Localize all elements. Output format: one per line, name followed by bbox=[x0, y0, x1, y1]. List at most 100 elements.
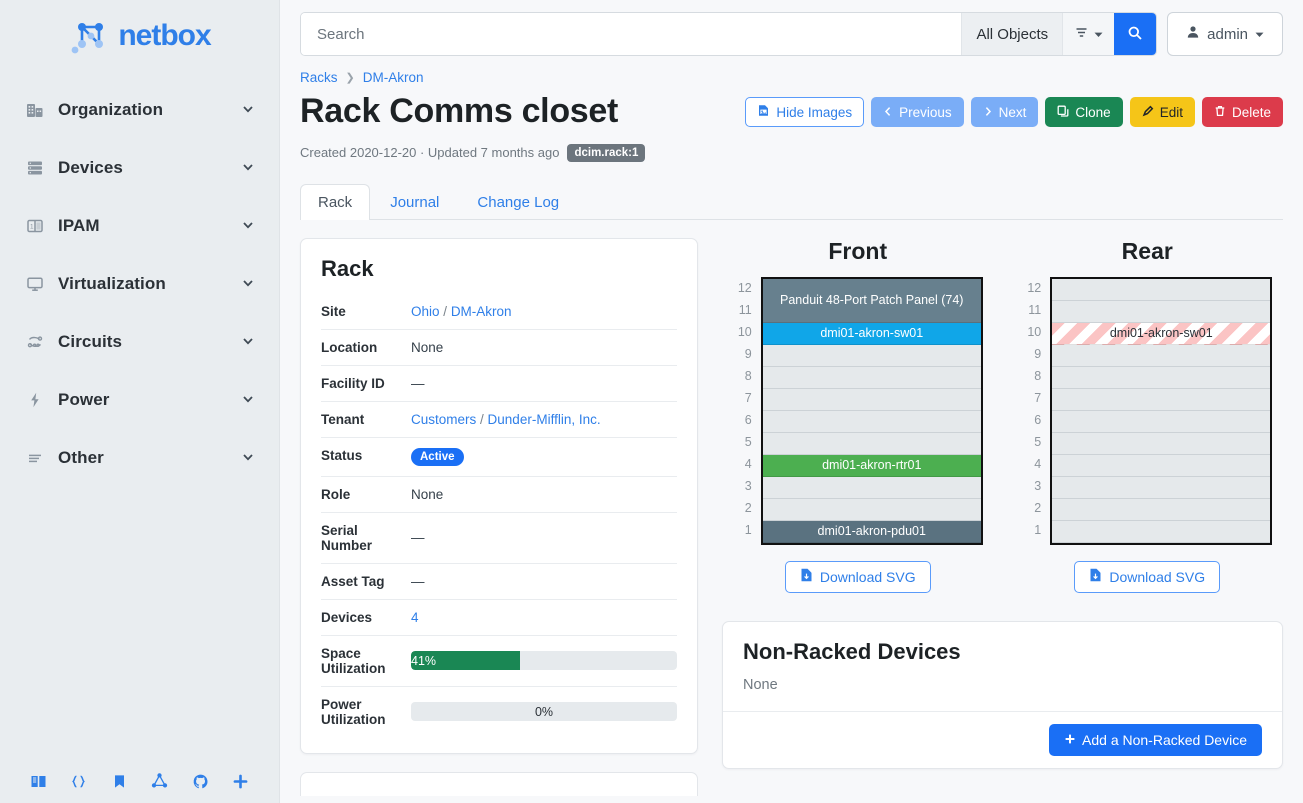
rack-unit-slot[interactable] bbox=[1052, 476, 1271, 499]
code-braces-icon[interactable] bbox=[70, 773, 87, 790]
unit-label: 7 bbox=[1034, 390, 1042, 405]
rack-unit-slot[interactable] bbox=[1052, 344, 1271, 367]
sidebar-item-circuits[interactable]: Circuits bbox=[14, 320, 265, 364]
slack-icon[interactable] bbox=[232, 773, 249, 790]
tab-rack[interactable]: Rack bbox=[300, 183, 371, 220]
table-row: Asset Tag — bbox=[321, 562, 677, 600]
site-link[interactable]: DM-Akron bbox=[450, 303, 512, 319]
sidebar-item-label: Organization bbox=[58, 100, 164, 119]
site-region-link[interactable]: Ohio bbox=[411, 303, 440, 319]
rack-unit-slot[interactable] bbox=[1052, 366, 1271, 389]
tab-journal[interactable]: Journal bbox=[390, 193, 440, 211]
rack-unit-slot[interactable] bbox=[1052, 300, 1271, 323]
space-utilization-bar: 41% bbox=[411, 651, 677, 671]
github-icon[interactable] bbox=[192, 773, 209, 790]
progress-fill bbox=[411, 651, 521, 671]
rack-device[interactable]: dmi01-akron-pdu01 bbox=[762, 520, 981, 543]
download-svg-front-button[interactable]: Download SVG bbox=[784, 560, 931, 593]
chevron-right-icon bbox=[983, 105, 993, 120]
hide-images-button[interactable]: Hide Images bbox=[745, 97, 865, 127]
row-label: Site bbox=[321, 303, 346, 319]
rack-unit-slot[interactable] bbox=[1052, 432, 1271, 455]
unit-label: 8 bbox=[1034, 368, 1042, 383]
add-non-racked-device-button[interactable]: Add a Non-Racked Device bbox=[1049, 723, 1262, 756]
rack-unit-slot[interactable] bbox=[762, 366, 981, 389]
breadcrumb-current[interactable]: DM-Akron bbox=[362, 70, 424, 85]
rack-unit-slot[interactable] bbox=[1052, 454, 1271, 477]
button-label: Next bbox=[998, 104, 1027, 120]
download-svg-rear-button[interactable]: Download SVG bbox=[1074, 560, 1221, 593]
rack-unit-slot[interactable] bbox=[1052, 278, 1271, 301]
sidebar-nav: Organization Devices bbox=[0, 88, 279, 494]
bookmark-icon[interactable] bbox=[111, 773, 128, 790]
main-area: All Objects bbox=[280, 0, 1303, 803]
rack-unit-slot[interactable] bbox=[1052, 520, 1271, 543]
tab-change-log[interactable]: Change Log bbox=[477, 193, 560, 211]
sidebar-item-ipam[interactable]: 1 IPAM bbox=[14, 204, 265, 248]
edit-button[interactable]: Edit bbox=[1129, 97, 1195, 127]
progress-label: 0% bbox=[534, 704, 554, 719]
unit-label: 5 bbox=[1034, 434, 1042, 449]
rack-unit-slot[interactable] bbox=[762, 476, 981, 499]
sidebar-footer bbox=[0, 759, 279, 803]
netbox-logo[interactable]: netbox bbox=[0, 0, 279, 64]
page-content: Racks ❯ DM-Akron Rack Comms closet Creat… bbox=[280, 64, 1303, 796]
user-menu-button[interactable]: admin bbox=[1167, 12, 1283, 56]
image-icon bbox=[757, 104, 770, 120]
unit-label: 10 bbox=[737, 324, 752, 339]
rack-unit-slot[interactable] bbox=[1052, 388, 1271, 411]
previous-button[interactable]: Previous bbox=[871, 97, 964, 127]
sidebar-item-power[interactable]: Power bbox=[14, 378, 265, 422]
rack-device[interactable]: dmi01-akron-rtr01 bbox=[762, 454, 981, 477]
separator: / bbox=[443, 303, 451, 319]
tab-bar: Rack Journal Change Log bbox=[300, 183, 1283, 220]
unit-label: 3 bbox=[744, 478, 752, 493]
breadcrumb-racks[interactable]: Racks bbox=[300, 70, 338, 85]
row-label: Location bbox=[321, 328, 411, 366]
row-label: Tenant bbox=[321, 400, 411, 438]
rack-unit-slot[interactable] bbox=[762, 432, 981, 455]
rack-unit-slot[interactable] bbox=[762, 498, 981, 521]
right-column: Front 12 11 10 9 8 7 6 5 4 3 2 1 Panduit 48-Port Pa… bbox=[722, 238, 1283, 796]
row-value: None bbox=[411, 328, 677, 366]
sidebar-item-virtualization[interactable]: Virtualization bbox=[14, 262, 265, 306]
rack-unit-slot[interactable] bbox=[1052, 410, 1271, 433]
tenant-group-link[interactable]: Customers bbox=[411, 411, 477, 427]
front-rack-diagram: 12 11 10 9 8 7 6 5 4 3 2 1 Panduit 48-Port Patch Pa… bbox=[733, 276, 983, 545]
sidebar-item-devices[interactable]: Devices bbox=[14, 146, 265, 190]
object-scope-select[interactable]: All Objects bbox=[961, 13, 1063, 55]
row-value: 41% bbox=[411, 634, 677, 687]
front-elevation: Front 12 11 10 9 8 7 6 5 4 3 2 1 Panduit 48-Port Pa… bbox=[722, 238, 994, 593]
graphql-icon[interactable] bbox=[151, 772, 168, 790]
search-icon bbox=[1127, 25, 1143, 44]
rack-device[interactable]: dmi01-akron-sw01 bbox=[762, 322, 981, 345]
table-row: Location None bbox=[321, 328, 677, 366]
front-rack-frame: Panduit 48-Port Patch Panel (74) dmi01-ak… bbox=[760, 276, 983, 545]
next-button[interactable]: Next bbox=[970, 97, 1039, 127]
search-input[interactable] bbox=[301, 13, 962, 55]
file-download-icon bbox=[1089, 568, 1102, 585]
book-icon[interactable] bbox=[30, 773, 47, 790]
page-actions: Hide Images Previous Next bbox=[745, 91, 1283, 127]
unit-label: 6 bbox=[1034, 412, 1042, 427]
devices-count-link[interactable]: 4 bbox=[411, 609, 419, 625]
rack-unit-slot[interactable] bbox=[1052, 498, 1271, 521]
rack-device[interactable]: dmi01-akron-sw01 bbox=[1052, 322, 1271, 345]
breadcrumb-separator-icon: ❯ bbox=[345, 72, 355, 84]
rack-unit-slot[interactable] bbox=[762, 410, 981, 433]
tenant-link[interactable]: Dunder-Mifflin, Inc. bbox=[487, 411, 601, 427]
clone-button[interactable]: Clone bbox=[1045, 97, 1123, 127]
delete-button[interactable]: Delete bbox=[1201, 97, 1283, 127]
progress-label: 41% bbox=[411, 653, 437, 668]
ip-grid-icon: 1 bbox=[24, 215, 46, 237]
table-row: Power Utilization 0% bbox=[321, 685, 677, 737]
search-filter-button[interactable] bbox=[1062, 13, 1115, 55]
server-icon bbox=[24, 157, 46, 179]
row-value: 4 bbox=[411, 598, 677, 636]
rack-unit-slot[interactable] bbox=[762, 344, 981, 367]
rack-unit-slot[interactable] bbox=[762, 388, 981, 411]
sidebar-item-other[interactable]: Other bbox=[14, 436, 265, 480]
sidebar-item-organization[interactable]: Organization bbox=[14, 88, 265, 132]
rack-device[interactable]: Panduit 48-Port Patch Panel (74) bbox=[762, 278, 981, 323]
search-submit-button[interactable] bbox=[1114, 13, 1157, 55]
